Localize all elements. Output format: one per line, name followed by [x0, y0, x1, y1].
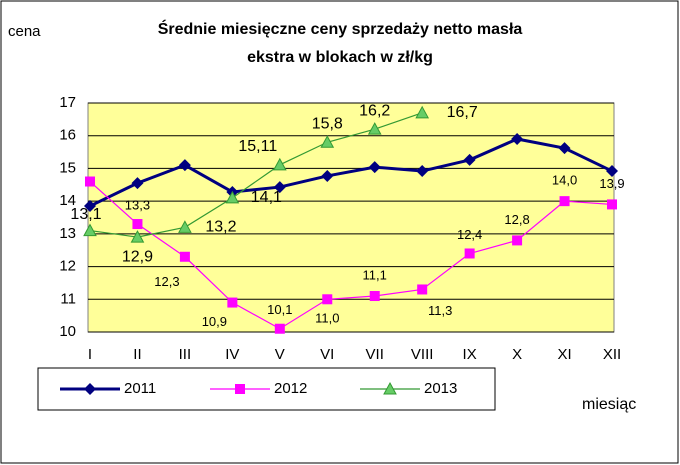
x-tick-label: II [133, 346, 141, 363]
point [227, 297, 238, 308]
data-label: 12,4 [457, 227, 482, 242]
point [178, 159, 191, 172]
data-label: 12,9 [122, 248, 153, 265]
point [273, 181, 286, 194]
point [607, 199, 617, 210]
legend-marker [84, 383, 96, 395]
point [415, 105, 430, 119]
legend-label: 2013 [424, 380, 457, 397]
data-label: 10,9 [202, 314, 227, 329]
data-label: 14,0 [552, 173, 577, 188]
point [368, 161, 381, 174]
point [130, 230, 145, 243]
point [416, 165, 429, 178]
x-axis-label: miesiąc [582, 396, 636, 413]
point [321, 169, 334, 182]
series-line [89, 181, 613, 330]
y-tick-label: 15 [59, 159, 76, 176]
point [322, 294, 333, 305]
data-label: 12,3 [154, 274, 179, 289]
data-label: 10,1 [267, 302, 292, 317]
legend-marker [235, 384, 245, 394]
x-tick-label: VIII [411, 346, 434, 363]
point [558, 142, 571, 155]
point [132, 219, 143, 230]
point [367, 122, 382, 135]
x-tick-label: IV [225, 346, 239, 363]
point [606, 165, 618, 178]
point [178, 220, 192, 233]
legend-label: 2012 [274, 380, 307, 397]
point [464, 248, 475, 259]
point [85, 176, 95, 187]
point [272, 157, 287, 171]
point [225, 190, 240, 204]
x-tick-label: XI [557, 346, 571, 363]
data-label: 11,3 [428, 303, 452, 318]
point [274, 323, 285, 334]
point [84, 200, 96, 213]
y-tick-label: 14 [59, 192, 76, 209]
chart-title: Średnie miesięczne ceny sprzedaży netto … [158, 19, 523, 38]
x-tick-label: X [512, 346, 522, 363]
y-tick-label: 16 [59, 127, 76, 144]
point [463, 153, 476, 166]
point [559, 196, 570, 207]
point [179, 251, 190, 262]
data-label: 16,2 [359, 102, 390, 119]
x-tick-label: IX [463, 346, 477, 363]
point [512, 235, 523, 246]
data-label: 11,1 [363, 267, 387, 282]
point [369, 291, 380, 302]
data-label: 15,11 [238, 138, 277, 155]
y-axis-label: cena [8, 23, 41, 40]
x-tick-label: VI [320, 346, 334, 363]
data-label: 13,9 [599, 176, 624, 191]
point [320, 135, 335, 148]
x-tick-label: I [88, 346, 92, 363]
series-line [89, 112, 423, 238]
data-label: 11,0 [315, 311, 339, 326]
x-tick-label: III [179, 346, 192, 363]
legend-marker [383, 381, 397, 395]
data-label: 16,7 [447, 104, 478, 121]
x-tick-label: V [275, 346, 285, 363]
y-tick-label: 17 [59, 94, 76, 111]
x-tick-label: XII [603, 346, 621, 363]
legend-label: 2011 [124, 380, 156, 397]
data-label: 12,8 [504, 212, 529, 227]
y-tick-label: 10 [59, 323, 76, 340]
x-tick-label: VII [366, 346, 384, 363]
chart-title: ekstra w blokach w zł/kg [247, 49, 433, 66]
series-line [89, 137, 613, 208]
data-label: 13,1 [70, 206, 101, 223]
point [131, 177, 144, 190]
point [417, 284, 428, 295]
data-label: 14,1 [251, 189, 282, 206]
data-label: 13,2 [205, 219, 236, 236]
data-label: 13,3 [125, 197, 150, 212]
y-tick-label: 12 [59, 258, 76, 275]
point [511, 132, 524, 145]
point [83, 223, 97, 237]
data-label: 15,8 [312, 115, 343, 132]
y-tick-label: 11 [60, 290, 76, 307]
y-tick-label: 13 [59, 225, 76, 242]
